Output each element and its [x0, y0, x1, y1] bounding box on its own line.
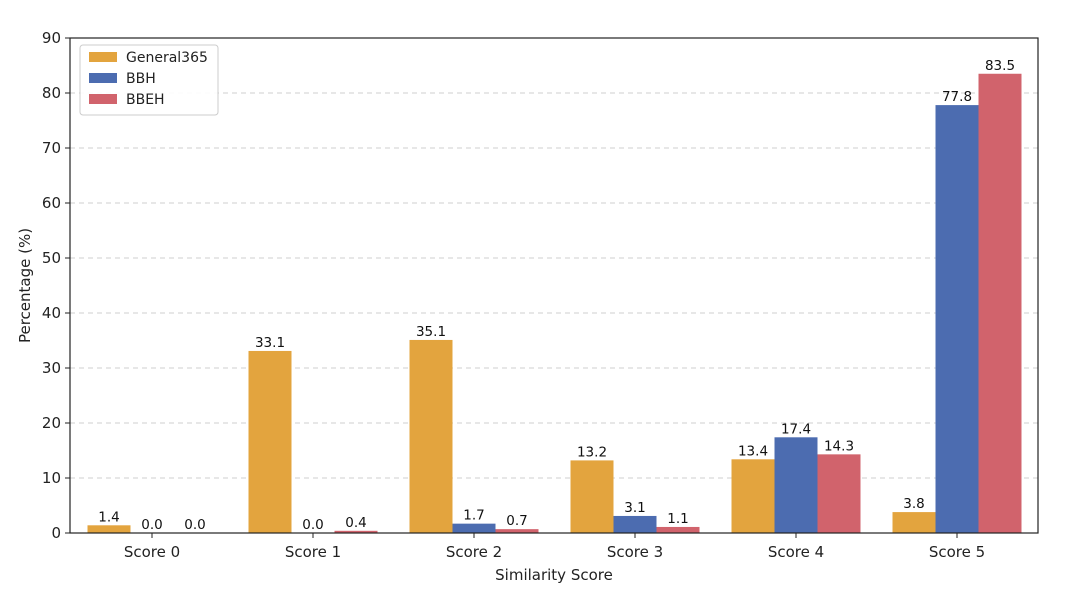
data-label: 3.1: [624, 500, 645, 516]
data-label: 17.4: [781, 421, 811, 437]
bar: [452, 523, 496, 533]
data-label: 1.1: [667, 511, 688, 527]
bar: [248, 350, 292, 533]
x-axis-title: Similarity Score: [495, 566, 613, 584]
y-tick-label: 10: [42, 469, 61, 487]
bar: [495, 529, 539, 533]
y-axis: 0 10 20 30 40 50 60 70 80 90: [42, 29, 70, 542]
bars: [87, 73, 1022, 533]
bar: [613, 515, 657, 533]
bar: [935, 105, 979, 533]
y-tick-label: 70: [42, 139, 61, 157]
data-label: 14.3: [824, 438, 854, 454]
bar: [774, 437, 818, 533]
data-label: 1.4: [98, 509, 119, 525]
y-tick-label: 80: [42, 84, 61, 102]
data-label: 0.4: [345, 515, 366, 531]
bar: [817, 454, 861, 533]
x-tick-label: Score 1: [285, 543, 341, 561]
data-label: 13.4: [738, 443, 768, 459]
legend: General365 BBH BBEH: [79, 44, 219, 116]
legend-label: General365: [126, 50, 208, 66]
data-label: 33.1: [255, 335, 285, 351]
x-axis: Score 0 Score 1 Score 2 Score 3 Score 4 Score…: [124, 533, 985, 561]
legend-label: BBH: [126, 71, 156, 87]
data-label: 77.8: [942, 89, 972, 105]
data-label: 0.0: [302, 517, 323, 533]
bar: [731, 459, 775, 533]
plot-frame: [69, 37, 1039, 534]
x-tick-label: Score 2: [446, 543, 502, 561]
y-axis-title: Percentage (%): [16, 228, 34, 343]
bar: [334, 530, 378, 533]
y-tick-label: 30: [42, 359, 61, 377]
data-label: 3.8: [903, 496, 924, 512]
bar: [892, 512, 936, 533]
y-tick-label: 90: [42, 29, 61, 47]
y-tick-label: 20: [42, 414, 61, 432]
bar: [409, 339, 453, 533]
data-label: 83.5: [985, 58, 1015, 74]
data-labels: 1.4 33.1 35.1 13.2 13.4 3.8 0.0 0.0 1.7 3.1 17.4 77…: [98, 58, 1015, 533]
x-tick-label: Score 3: [607, 543, 663, 561]
legend-swatch: [89, 73, 117, 83]
y-tick-label: 0: [51, 524, 61, 542]
data-label: 0.0: [184, 517, 205, 533]
data-label: 35.1: [416, 324, 446, 340]
legend-label: BBEH: [126, 92, 165, 108]
bar: [570, 460, 614, 533]
data-label: 0.0: [141, 517, 162, 533]
data-label: 0.7: [506, 513, 527, 529]
bar: [87, 525, 131, 533]
y-tick-label: 60: [42, 194, 61, 212]
x-tick-label: Score 5: [929, 543, 985, 561]
legend-swatch: [89, 94, 117, 104]
bar: [656, 526, 700, 533]
grid-lines: [70, 92, 1038, 479]
x-tick-label: Score 0: [124, 543, 180, 561]
x-tick-label: Score 4: [768, 543, 824, 561]
data-label: 1.7: [463, 508, 484, 524]
data-label: 13.2: [577, 444, 607, 460]
bar: [978, 73, 1022, 533]
y-tick-label: 50: [42, 249, 61, 267]
y-tick-label: 40: [42, 304, 61, 322]
legend-swatch: [89, 52, 117, 62]
